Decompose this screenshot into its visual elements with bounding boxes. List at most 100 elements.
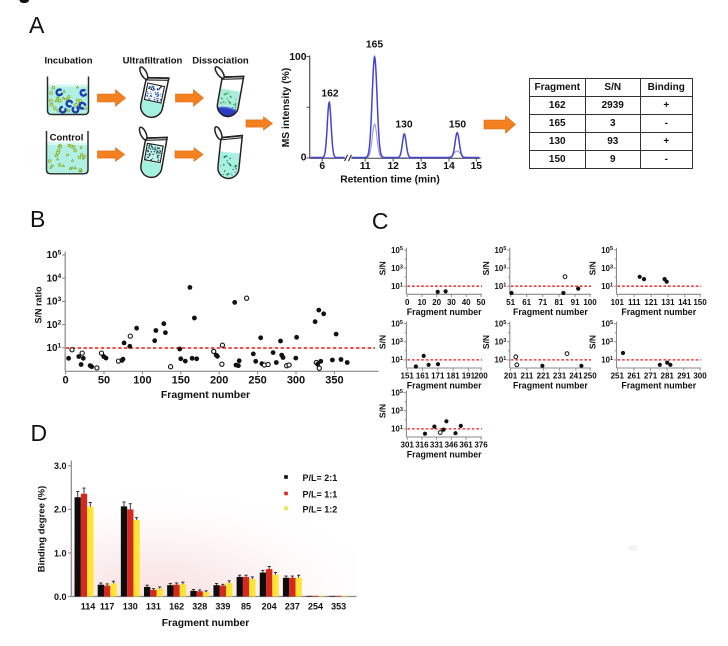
svg-text:261: 261 — [627, 372, 641, 381]
svg-text:251: 251 — [611, 372, 625, 381]
svg-text:MS intensity (%): MS intensity (%) — [281, 68, 292, 148]
svg-text:3.0: 3.0 — [54, 461, 67, 471]
svg-text:13: 13 — [415, 161, 427, 172]
svg-text:0: 0 — [405, 298, 410, 307]
svg-text:221: 221 — [537, 372, 551, 381]
svg-text:281: 281 — [661, 372, 675, 381]
svg-text:71: 71 — [538, 298, 547, 307]
svg-text:300: 300 — [287, 375, 305, 387]
svg-text:Fragment number: Fragment number — [621, 381, 696, 391]
svg-text:Binding degree (%): Binding degree (%) — [37, 486, 48, 573]
svg-text:Fragment number: Fragment number — [407, 450, 482, 460]
svg-text:346: 346 — [445, 441, 459, 450]
svg-text:250: 250 — [583, 372, 597, 381]
svg-text:105: 105 — [391, 246, 403, 255]
svg-text:101: 101 — [611, 298, 625, 307]
svg-text:231: 231 — [553, 372, 567, 381]
svg-text:101: 101 — [391, 282, 403, 291]
svg-text:250: 250 — [248, 375, 266, 387]
svg-text:130: 130 — [395, 120, 412, 131]
svg-text:Fragment number: Fragment number — [513, 381, 588, 391]
svg-text:Fragment number: Fragment number — [407, 381, 482, 391]
svg-text:105: 105 — [495, 320, 507, 329]
svg-text:S/N: S/N — [377, 261, 387, 275]
svg-text:162: 162 — [321, 89, 338, 100]
svg-text:237: 237 — [285, 602, 300, 612]
svg-text:130: 130 — [123, 602, 138, 612]
svg-text:328: 328 — [192, 602, 207, 612]
svg-text:81: 81 — [555, 298, 564, 307]
svg-text:376: 376 — [474, 441, 488, 450]
svg-text:121: 121 — [644, 298, 658, 307]
svg-text:Incubation: Incubation — [44, 56, 92, 67]
svg-text:20: 20 — [432, 298, 441, 307]
svg-text:150: 150 — [693, 298, 707, 307]
svg-text:104: 104 — [46, 273, 61, 285]
svg-text:Dissociation: Dissociation — [192, 56, 249, 67]
svg-text:91: 91 — [571, 298, 580, 307]
svg-text:105: 105 — [601, 246, 613, 255]
svg-text:P/L= 2:1: P/L= 2:1 — [303, 473, 338, 483]
svg-text:Fragment number: Fragment number — [621, 307, 696, 317]
svg-text:0: 0 — [301, 153, 307, 164]
svg-text:201: 201 — [504, 372, 518, 381]
svg-text:101: 101 — [391, 425, 403, 434]
svg-text:151: 151 — [401, 372, 415, 381]
svg-text:105: 105 — [495, 246, 507, 255]
svg-text:S/N: S/N — [588, 335, 598, 349]
svg-text:P/L= 1:2: P/L= 1:2 — [303, 504, 338, 514]
svg-text:105: 105 — [391, 389, 403, 398]
svg-text:11: 11 — [360, 161, 371, 172]
svg-text:353: 353 — [331, 602, 346, 612]
svg-text:103: 103 — [601, 264, 613, 273]
svg-text:S/N ratio: S/N ratio — [34, 286, 44, 324]
svg-text:100: 100 — [289, 52, 306, 63]
svg-text:50: 50 — [477, 298, 486, 307]
svg-text:S/N: S/N — [481, 261, 491, 275]
svg-text:111: 111 — [628, 298, 641, 307]
svg-text:200: 200 — [474, 372, 488, 381]
svg-text:103: 103 — [391, 264, 403, 273]
svg-text:103: 103 — [601, 338, 613, 347]
svg-text:100: 100 — [583, 298, 597, 307]
svg-text:150: 150 — [449, 120, 466, 131]
svg-text:Ultrafiltration: Ultrafiltration — [123, 56, 183, 67]
svg-text:101: 101 — [46, 343, 61, 355]
svg-text:103: 103 — [46, 296, 61, 308]
svg-text:15: 15 — [471, 161, 483, 172]
svg-text:101: 101 — [601, 356, 613, 365]
svg-text:339: 339 — [215, 602, 230, 612]
svg-text:0: 0 — [63, 375, 69, 387]
svg-text:105: 105 — [601, 320, 613, 329]
svg-text:361: 361 — [459, 441, 473, 450]
svg-text:102: 102 — [46, 319, 61, 331]
svg-text:114: 114 — [81, 602, 96, 612]
svg-text:0.0: 0.0 — [54, 592, 67, 602]
svg-text:Fragment number: Fragment number — [162, 618, 250, 629]
svg-text:S/N: S/N — [588, 261, 598, 275]
svg-text:12: 12 — [387, 161, 399, 172]
svg-text:181: 181 — [446, 372, 460, 381]
svg-text:200: 200 — [210, 375, 228, 387]
svg-text:Fragment number: Fragment number — [161, 389, 250, 401]
svg-text:301: 301 — [401, 441, 415, 450]
svg-text:165: 165 — [366, 40, 383, 51]
svg-text:300: 300 — [693, 372, 707, 381]
svg-text:271: 271 — [644, 372, 658, 381]
svg-text:101: 101 — [495, 356, 507, 365]
svg-text:211: 211 — [520, 372, 533, 381]
svg-text:101: 101 — [495, 282, 507, 291]
svg-text:51: 51 — [506, 298, 515, 307]
svg-text:Fragment number: Fragment number — [513, 307, 588, 317]
svg-text:162: 162 — [169, 602, 184, 612]
svg-text:254: 254 — [308, 602, 323, 612]
svg-text:171: 171 — [431, 372, 445, 381]
svg-text:Control: Control — [50, 133, 84, 144]
svg-text:103: 103 — [495, 264, 507, 273]
svg-text:291: 291 — [677, 372, 691, 381]
svg-text:103: 103 — [391, 407, 403, 416]
svg-text:141: 141 — [678, 298, 692, 307]
svg-text:Fragment number: Fragment number — [407, 307, 482, 317]
svg-text:6: 6 — [319, 161, 325, 172]
svg-text:40: 40 — [462, 298, 471, 307]
